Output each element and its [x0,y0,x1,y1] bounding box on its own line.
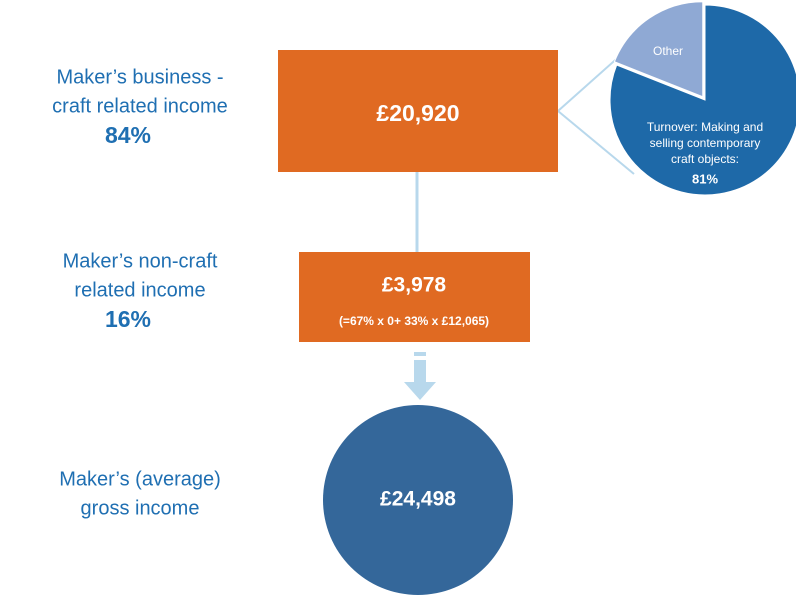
craft-box [278,50,558,172]
pie-label: Other [653,44,683,58]
noncraft-formula: (=67% x 0+ 33% x £12,065) [339,314,489,328]
pie-label: craft objects: [671,152,739,166]
label-line: Maker’s business - [56,66,223,88]
label-line: related income [74,279,205,301]
label-line: Maker’s non-craft [63,250,218,272]
pie-label: Turnover: Making and [647,120,763,134]
label-percent: 84% [105,122,151,148]
left-labels: Maker’s business - craft related income 84… [52,66,228,519]
gross-value: £24,498 [380,488,456,511]
connector [557,110,635,175]
pie-slice [609,4,796,196]
pie: Other Turnover: Making and selling contemp… [609,1,796,196]
noncraft-box [299,252,530,342]
label-percent: 16% [105,306,151,332]
label-line: Maker’s (average) [59,468,221,490]
arrow [404,352,436,400]
label-line: gross income [81,497,200,519]
gross-circle [323,405,513,595]
noncraft-value: £3,978 [382,274,447,297]
pie-value-label: 81% [692,171,718,186]
pie-slice [613,1,704,98]
pie-label: selling contemporary [650,136,761,150]
label-line: craft related income [52,95,228,117]
craft-value: £20,920 [376,100,459,126]
